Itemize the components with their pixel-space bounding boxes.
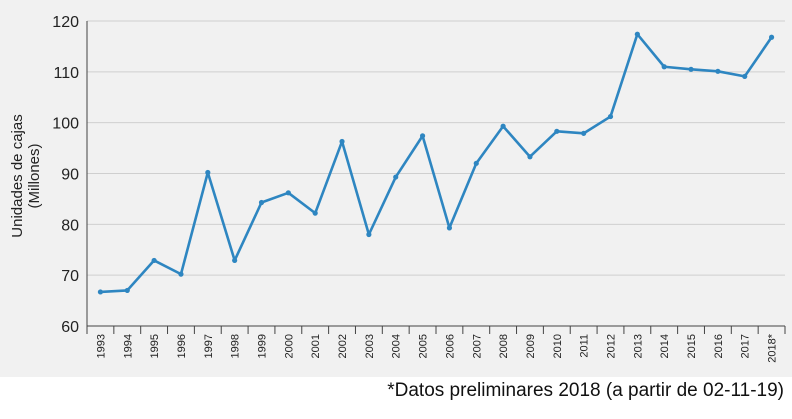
- x-tick-2002: 2002: [337, 334, 349, 358]
- x-tick-labels: 1993 1994 1995 1996 1997 1998 1999 2000 2001 2002…: [95, 333, 778, 362]
- data-point-2011: [581, 130, 587, 136]
- y-tick-70: 70: [61, 268, 79, 285]
- x-tick-2004: 2004: [391, 334, 403, 358]
- data-point-1996: [178, 271, 184, 277]
- y-tick-80: 80: [61, 217, 79, 234]
- data-point-2003: [366, 231, 372, 238]
- data-point-2001: [312, 210, 318, 216]
- data-point-1998: [232, 257, 238, 264]
- data-point-2014: [661, 64, 667, 70]
- x-tick-2018*: 2018*: [767, 333, 779, 362]
- x-tick-2011: 2011: [579, 334, 591, 358]
- data-point-2013: [634, 31, 640, 37]
- y-tick-labels: 60 70 80 90 100 110 120: [52, 14, 79, 336]
- x-tick-2014: 2014: [659, 334, 671, 358]
- data-point-2010: [554, 128, 560, 134]
- x-tick-2009: 2009: [525, 334, 537, 358]
- y-axis-label: Unidades de cajas (Millones): [9, 114, 43, 237]
- x-tick-2006: 2006: [444, 334, 456, 358]
- x-tick-2001: 2001: [310, 334, 322, 358]
- footnote: *Datos preliminares 2018 (a partir de 02…: [387, 380, 784, 401]
- data-point-2002: [339, 138, 345, 145]
- x-tick-1999: 1999: [257, 334, 269, 358]
- y-tick-60: 60: [61, 319, 79, 336]
- x-tick-1996: 1996: [176, 334, 188, 358]
- x-tick-2008: 2008: [498, 334, 510, 358]
- gridlines: [87, 20, 785, 276]
- data-point-2007: [473, 160, 479, 166]
- series-line: [97, 31, 775, 295]
- data-point-2015: [688, 66, 694, 72]
- data-point-1997: [205, 169, 211, 176]
- data-point-2009: [527, 154, 533, 160]
- x-tick-2003: 2003: [364, 334, 376, 358]
- data-point-1999: [258, 199, 265, 206]
- data-point-2017: [742, 73, 748, 80]
- x-tick-2010: 2010: [552, 334, 564, 358]
- data-point-1995: [151, 257, 157, 264]
- x-tick-2007: 2007: [471, 334, 483, 358]
- x-tick-1994: 1994: [122, 334, 134, 358]
- y-tick-90: 90: [61, 167, 79, 184]
- data-point-2016: [715, 68, 721, 74]
- data-point-1994: [124, 287, 130, 294]
- series-line-0: [100, 32, 773, 294]
- x-tick-2000: 2000: [283, 334, 295, 358]
- x-tick-1993: 1993: [95, 334, 107, 358]
- y-tick-120: 120: [52, 14, 79, 31]
- x-tick-2013: 2013: [632, 334, 644, 358]
- data-point-1993: [97, 289, 104, 295]
- y-axis-label-line2: (Millones): [26, 143, 43, 208]
- data-point-2012: [607, 113, 614, 120]
- data-point-2004: [393, 174, 399, 180]
- y-tick-110: 110: [53, 65, 79, 82]
- x-tick-1995: 1995: [149, 334, 161, 358]
- x-tick-1998: 1998: [230, 334, 242, 358]
- x-tick-2015: 2015: [686, 334, 698, 358]
- data-point-2008: [500, 123, 506, 129]
- axes: [86, 21, 786, 334]
- data-point-2006: [446, 225, 453, 231]
- x-tick-2017: 2017: [740, 334, 752, 358]
- y-tick-100: 100: [52, 116, 79, 133]
- y-axis-label-line1: Unidades de cajas: [9, 114, 26, 237]
- x-tick-2005: 2005: [418, 334, 430, 358]
- data-point-2005: [419, 133, 426, 139]
- x-tick-2016: 2016: [713, 334, 725, 358]
- data-point-2000: [285, 190, 291, 196]
- x-tick-1997: 1997: [203, 334, 215, 358]
- data-point-2018*: [768, 34, 775, 40]
- x-tick-2012: 2012: [606, 334, 618, 358]
